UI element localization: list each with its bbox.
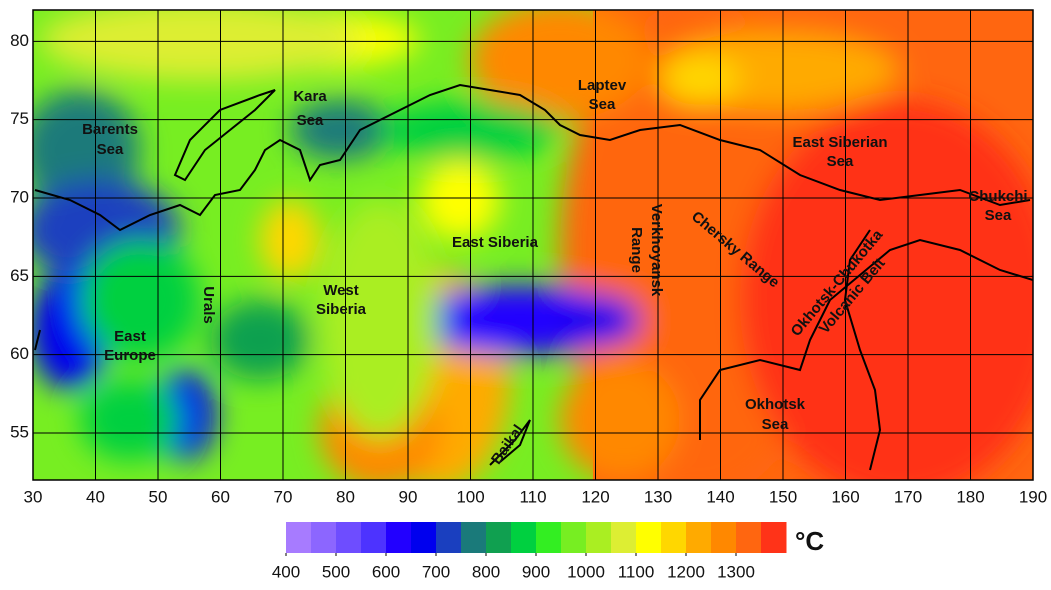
field-blob [320,200,440,440]
colorbar-swatch [611,522,637,553]
colorbar-swatch [586,522,612,553]
place-label: Siberia [316,301,367,318]
place-label: Urals [200,286,217,324]
y-tick-label: 70 [10,187,29,206]
colorbar: 400 500 600 700 800 900 1000 1100 1200 1300 [272,522,787,581]
colorbar-swatch [461,522,487,553]
place-label: West [323,282,359,299]
place-label: Barents [82,121,138,138]
place-label: Laptev [578,77,627,94]
field-blob [740,100,1033,480]
colorbar-swatch [361,522,387,553]
field-blob [40,10,360,80]
x-tick-label: 120 [581,487,609,506]
field-blob [80,380,180,460]
place-label: Europe [104,347,156,364]
place-label: Chukchi [968,188,1027,205]
x-tick-label: 50 [149,487,168,506]
colorbar-swatch [636,522,662,553]
colorbar-swatch [561,522,587,553]
y-tick-label: 55 [10,422,29,441]
colorbar-swatch [436,522,462,553]
place-label: East Siberia [452,234,539,251]
place-label: Sea [762,416,789,433]
colorbar-swatch [311,522,337,553]
x-tick-label: 40 [86,487,105,506]
colorbar-swatch [411,522,437,553]
colorbar-tick-label: 1300 [717,562,755,581]
field-blob [420,160,500,240]
colorbar-unit: °C [795,526,824,556]
colorbar-swatch [511,522,537,553]
y-tick-label: 75 [10,109,29,128]
place-label: East [114,328,146,345]
x-tick-label: 30 [24,487,43,506]
colorbar-swatch [736,522,762,553]
colorbar-tick-label: 800 [472,562,500,581]
plot-frame [32,9,1034,481]
place-label: Verkhoyansk [648,204,665,297]
colorbar-swatch [536,522,562,553]
place-label: Sea [589,96,616,113]
x-tick-label: 190 [1019,487,1047,506]
colorbar-swatch [486,522,512,553]
colorbar-tick-label: 600 [372,562,400,581]
colorbar-swatch [711,522,737,553]
x-tick-label: 180 [956,487,984,506]
place-label: Kara [293,88,327,105]
place-label: Okhotsk [745,396,806,413]
field-blob [560,360,680,480]
field-blob [80,240,200,360]
x-tick-label: 80 [336,487,355,506]
colorbar-swatch [661,522,687,553]
x-tick-label: 90 [399,487,418,506]
place-label: Sea [97,141,124,158]
colorbar-tick-label: 1200 [667,562,705,581]
field-blob [470,10,650,120]
x-tick-label: 170 [894,487,922,506]
field-blob [660,55,740,105]
field-blobs [33,10,1033,480]
colorbar-tick-label: 500 [322,562,350,581]
x-tick-label: 60 [211,487,230,506]
colorbar-tick-label: 1000 [567,562,605,581]
field-blob [290,100,390,160]
y-tick-label: 65 [10,266,29,285]
y-tick-label: 60 [10,344,29,363]
colorbar-tick-label: 900 [522,562,550,581]
x-tick-label: 100 [456,487,484,506]
field-blob [560,295,640,345]
x-tick-label: 160 [831,487,859,506]
colorbar-swatch [761,522,787,553]
field-blob [210,300,310,380]
field-blob [260,200,320,280]
colorbar-swatch [336,522,362,553]
x-tick-label: 150 [769,487,797,506]
colorbar-swatch [286,522,312,553]
colorbar-swatch [386,522,412,553]
colorbar-swatch [686,522,712,553]
temperature-field [33,10,1033,480]
place-label: Sea [297,112,324,129]
place-label: East Siberian [792,134,887,151]
colorbar-tick-label: 1100 [618,562,655,581]
x-tick-label: 110 [519,487,546,506]
x-tick-label: 140 [706,487,734,506]
x-tick-label: 70 [274,487,293,506]
colorbar-tick-label: 700 [422,562,450,581]
colorbar-tick-label: 400 [272,562,300,581]
place-label: Sea [985,207,1012,224]
y-tick-label: 80 [10,31,29,50]
x-tick-label: 130 [644,487,672,506]
place-label: Sea [827,153,854,170]
place-label: Range [628,227,645,273]
